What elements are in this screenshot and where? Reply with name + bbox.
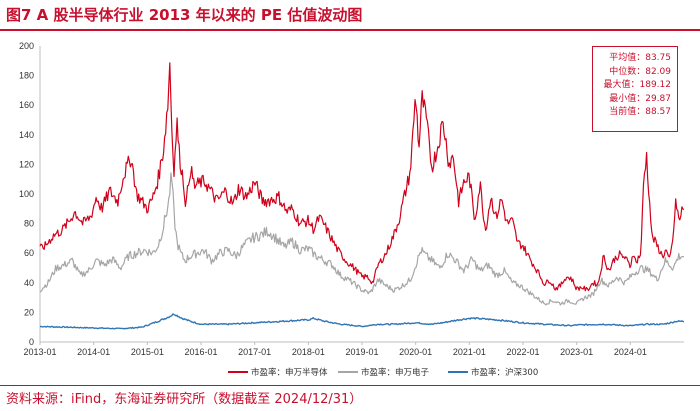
series-line-hs300 <box>39 313 685 330</box>
y-tick-label: 200 <box>19 41 34 51</box>
legend-semiconductor-label: 市盈率：申万半导体 <box>251 367 328 378</box>
legend-hs300-label: 市盈率：沪深300 <box>471 367 538 378</box>
y-tick-label: 20 <box>24 307 34 317</box>
x-tick-label: 2013-01 <box>23 347 56 357</box>
stat-current: 当前值：88.57 <box>609 107 671 117</box>
y-tick-label: 60 <box>24 248 34 258</box>
x-tick-label: 2015-01 <box>131 347 164 357</box>
y-tick-label: 80 <box>24 219 34 229</box>
stat-median: 中位数：82.09 <box>609 66 671 77</box>
x-tick-label: 2020-01 <box>399 347 432 357</box>
x-tick-label: 2024-01 <box>614 347 647 357</box>
stat-mean: 平均值：83.75 <box>609 53 671 63</box>
x-tick-label: 2014-01 <box>77 347 110 357</box>
stats-box: 平均值：83.75 中位数：82.09 最大值：189.12 最小值：29.87… <box>592 46 678 132</box>
x-tick-label: 2021-01 <box>453 347 486 357</box>
title-rule <box>0 29 700 31</box>
y-tick-label: 180 <box>19 71 34 81</box>
y-tick-label: 140 <box>19 130 34 140</box>
series-line-semiconductor <box>39 62 685 292</box>
x-tick-label: 2019-01 <box>345 347 378 357</box>
y-tick-label: 40 <box>24 278 34 288</box>
y-tick-label: 100 <box>19 189 34 199</box>
x-tick-label: 2023-01 <box>560 347 593 357</box>
y-tick-label: 0 <box>29 337 34 347</box>
figure-title: 图7 A 股半导体行业 2013 年以来的 PE 估值波动图 <box>6 6 363 24</box>
source-rule <box>0 385 700 386</box>
x-tick-label: 2016-01 <box>184 347 217 357</box>
y-tick-label: 160 <box>19 100 34 110</box>
stat-max: 最大值：189.12 <box>603 80 671 90</box>
x-tick-label: 2022-01 <box>506 347 539 357</box>
pe-line-chart: 0 20 40 60 80 100 120 140 160 180 200 2013-01 2014-0… <box>19 41 685 378</box>
x-tick-label: 2017-01 <box>238 347 271 357</box>
x-tick-label: 2018-01 <box>292 347 325 357</box>
y-tick-label: 120 <box>19 159 34 169</box>
stat-min: 最小值：29.87 <box>609 93 671 104</box>
series-line-electronics <box>39 172 685 306</box>
legend-electronics-label: 市盈率：申万电子 <box>361 367 430 378</box>
source-note: 资料来源：iFind，东海证券研究所（数据截至 2024/12/31） <box>6 392 363 407</box>
